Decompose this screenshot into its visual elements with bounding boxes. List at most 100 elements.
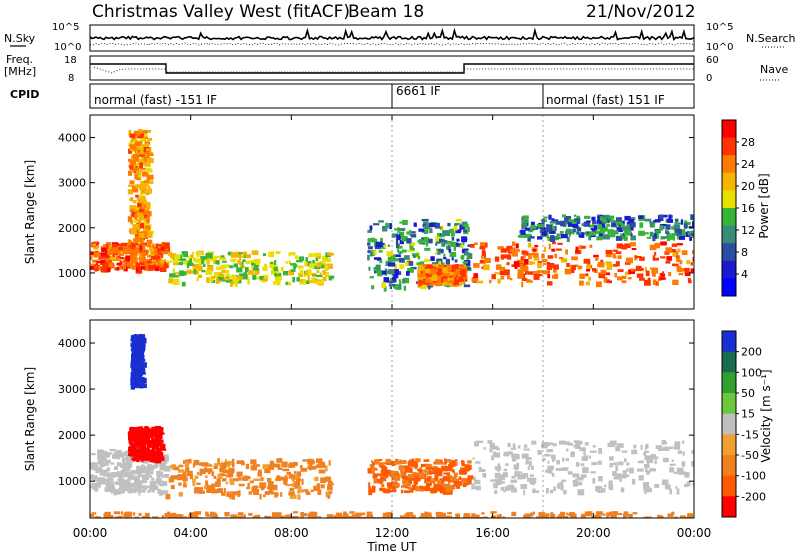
power-cell-2-257 bbox=[229, 281, 233, 287]
power-cell-2-50 bbox=[285, 281, 292, 286]
velocity-cell-0-167 bbox=[113, 452, 118, 455]
power-cell-5-4 bbox=[505, 247, 511, 252]
power-cell-2-179 bbox=[285, 261, 288, 264]
power-cell-0-174 bbox=[136, 257, 139, 261]
power-cell-1-226 bbox=[140, 241, 144, 245]
power-cell-3-224 bbox=[388, 283, 393, 287]
velocity-cell-5-149 bbox=[615, 465, 618, 471]
power-cell-3-78 bbox=[406, 238, 412, 244]
velocity-cell-0-105 bbox=[145, 486, 148, 490]
power-cell-3-73 bbox=[367, 238, 375, 243]
power-cell-1-175 bbox=[135, 165, 138, 169]
velocity-cell-3-259 bbox=[205, 475, 208, 478]
power-cell-0-197 bbox=[130, 254, 136, 260]
velocity-cell-1-226 bbox=[142, 453, 146, 456]
power-cell-5-110 bbox=[651, 267, 659, 274]
power-cell-2-102 bbox=[214, 271, 220, 278]
velocity-cell-1-259 bbox=[131, 433, 137, 436]
power-colorbar-swatch-8 bbox=[722, 260, 736, 279]
power-cell-2-73 bbox=[320, 264, 325, 269]
power-cell-4-232 bbox=[430, 269, 437, 274]
velocity-cell-6-222 bbox=[491, 515, 496, 518]
power-cell-6-235 bbox=[675, 228, 682, 233]
velocity-cell-5-200 bbox=[500, 486, 505, 491]
power-cell-1-206 bbox=[145, 236, 148, 239]
velocity-cell-1-203 bbox=[134, 451, 138, 454]
velocity-cell-6-155 bbox=[307, 513, 314, 518]
power-cell-2-119 bbox=[245, 267, 249, 273]
power-cell-0-259 bbox=[157, 245, 161, 249]
velocity-cell-6-44 bbox=[530, 512, 534, 517]
velocity-cell-1-88 bbox=[155, 450, 161, 457]
power-cell-3-171 bbox=[425, 241, 429, 247]
power-cell-5-156 bbox=[574, 264, 579, 268]
power-cell-6-100 bbox=[571, 219, 577, 222]
velocity-cell-3-28 bbox=[194, 475, 199, 480]
power-cell-5-14 bbox=[578, 245, 583, 250]
power-cell-2-213 bbox=[262, 274, 269, 279]
power-cell-5-116 bbox=[674, 250, 679, 256]
power-colorbar-ticklabel-0: 28 bbox=[741, 136, 755, 149]
velocity-colorbar-swatch-8 bbox=[722, 496, 736, 518]
velocity-cell-3-24 bbox=[317, 489, 322, 495]
power-cell-3-146 bbox=[399, 281, 402, 287]
velocity-cell-3-27 bbox=[209, 464, 213, 467]
power-cell-2-15 bbox=[280, 266, 284, 272]
power-cell-5-123 bbox=[548, 262, 555, 269]
power-cell-1-157 bbox=[131, 212, 136, 217]
power-cell-4-134 bbox=[432, 264, 439, 270]
velocity-cell-0-246 bbox=[105, 478, 109, 483]
power-cell-3-123 bbox=[439, 226, 442, 229]
velocity-cell-6-191 bbox=[181, 516, 188, 518]
power-cell-6-183 bbox=[567, 221, 573, 227]
power-cell-6-44 bbox=[541, 227, 548, 231]
power-cell-4-174 bbox=[422, 281, 428, 285]
velocity-cell-3-43 bbox=[273, 463, 281, 468]
power-cell-6-241 bbox=[665, 230, 668, 233]
velocity-cell-2-232 bbox=[131, 382, 134, 385]
velocity-cell-3-238 bbox=[231, 458, 235, 464]
velocity-cell-1-249 bbox=[149, 453, 156, 459]
velocity-cell-4-92 bbox=[386, 482, 393, 488]
power-cell-3-186 bbox=[447, 222, 451, 227]
velocity-cell-4-219 bbox=[418, 475, 421, 480]
velocity-cell-5-187 bbox=[664, 484, 671, 490]
power-cell-4-253 bbox=[436, 271, 441, 276]
power-cell-5-201 bbox=[500, 254, 508, 259]
power-cell-1-61 bbox=[140, 167, 147, 171]
velocity-cell-2-250 bbox=[133, 349, 136, 355]
velocity-cell-4-223 bbox=[393, 474, 401, 481]
power-cell-1-140 bbox=[138, 215, 141, 222]
velocity-cell-1-78 bbox=[152, 450, 155, 454]
power-cell-0-205 bbox=[152, 243, 155, 248]
velocity-cell-2-238 bbox=[137, 377, 142, 381]
power-cell-1-249 bbox=[140, 197, 147, 203]
power-cell-3-185 bbox=[371, 237, 376, 243]
cpid-label: CPID bbox=[10, 88, 39, 101]
power-cell-3-168 bbox=[455, 242, 459, 245]
velocity-cell-4-81 bbox=[425, 485, 430, 492]
velocity-cell-0-88 bbox=[154, 463, 159, 468]
figure-title: Christmas Valley West (fitACF) bbox=[92, 2, 350, 22]
velocity-cell-4-107 bbox=[455, 461, 458, 466]
velocity-cell-0-217 bbox=[151, 490, 155, 493]
velocity-cell-3-95 bbox=[262, 464, 269, 470]
velocity-cell-0-82 bbox=[163, 465, 171, 472]
power-cell-5-202 bbox=[600, 269, 607, 275]
velocity-cell-3-156 bbox=[306, 492, 310, 495]
power-cell-4-236 bbox=[446, 264, 452, 271]
velocity-cell-0-3 bbox=[116, 462, 122, 467]
nave-tick-top: 60 bbox=[706, 55, 719, 66]
power-cell-3-209 bbox=[399, 257, 405, 263]
velocity-cell-3-110 bbox=[320, 484, 325, 489]
velocity-cell-4-259 bbox=[385, 458, 391, 464]
power-cell-3-197 bbox=[427, 259, 431, 262]
power-cell-3-240 bbox=[369, 251, 374, 257]
velocity-cell-5-217 bbox=[547, 465, 554, 470]
velocity-cell-6-118 bbox=[559, 512, 565, 517]
power-cell-5-103 bbox=[473, 263, 480, 268]
velocity-cell-6-116 bbox=[655, 517, 660, 518]
velocity-cell-6-258 bbox=[680, 515, 686, 518]
power-cell-5-70 bbox=[499, 270, 506, 276]
power-cell-2-211 bbox=[207, 265, 214, 272]
